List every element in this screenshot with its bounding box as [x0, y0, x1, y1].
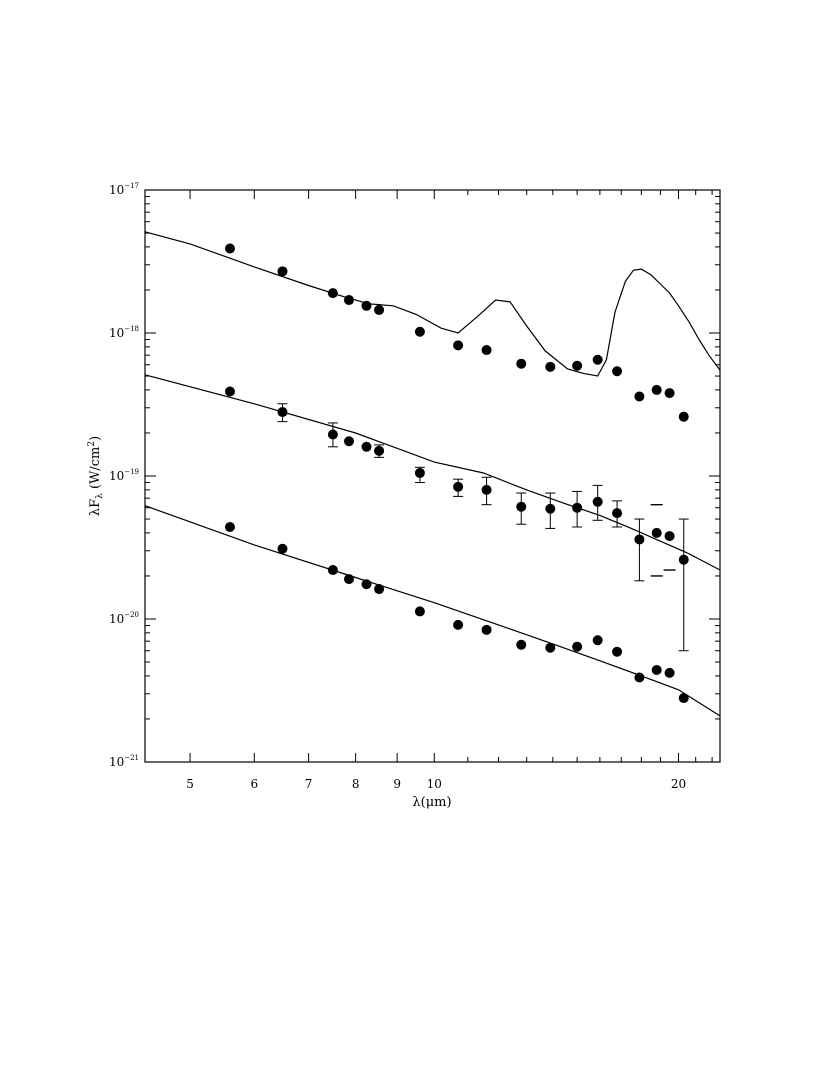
data-point	[453, 619, 464, 630]
data-point	[651, 527, 662, 538]
data-point	[516, 358, 527, 369]
data-point	[343, 436, 354, 447]
data-point	[277, 543, 288, 554]
data-point	[374, 304, 385, 315]
data-point	[651, 384, 662, 395]
data-point	[361, 441, 372, 452]
data-point	[374, 584, 385, 595]
data-point	[592, 354, 603, 365]
data-point	[224, 243, 235, 254]
data-point	[516, 501, 527, 512]
y-tick-label-exponent: −17	[124, 182, 139, 190]
y-tick-label-base: 10	[109, 469, 124, 483]
data-point	[612, 508, 623, 519]
plot-frame	[144, 189, 721, 763]
y-tick-label-base: 10	[109, 612, 124, 626]
axis-ticks	[145, 189, 720, 763]
data-point	[374, 445, 385, 456]
data-point	[634, 672, 645, 683]
data-point	[516, 639, 527, 650]
y-tick-label-exponent: −20	[124, 611, 139, 619]
model-curve	[144, 374, 721, 571]
data-point	[664, 388, 675, 399]
data-point	[545, 642, 556, 653]
data-point	[592, 635, 603, 646]
data-point	[414, 467, 425, 478]
data-point	[664, 667, 675, 678]
data-point	[277, 266, 288, 277]
data-point	[634, 391, 645, 402]
y-tick-label: 10−20	[109, 611, 139, 626]
y-tick-label-exponent: −21	[124, 754, 139, 762]
x-axis-label: λ(μm)	[412, 795, 451, 810]
data-point	[224, 386, 235, 397]
data-point	[414, 326, 425, 337]
data-point	[634, 534, 645, 545]
y-tick-label: 10−21	[109, 754, 139, 769]
x-tick-label: 5	[186, 777, 194, 791]
y-tick-label-base: 10	[109, 326, 124, 340]
data-point	[678, 411, 689, 422]
data-point	[651, 664, 662, 675]
data-point	[664, 531, 675, 542]
data-point	[481, 484, 492, 495]
y-axis-label-units-end: )	[88, 436, 103, 441]
data-point	[572, 641, 583, 652]
data-point	[678, 554, 689, 565]
data-point	[327, 429, 338, 440]
data-point	[414, 606, 425, 617]
data-point	[481, 345, 492, 356]
data-point	[453, 340, 464, 351]
x-tick-label: 8	[352, 777, 360, 791]
y-tick-label: 10−19	[109, 468, 139, 483]
x-tick-label: 7	[305, 777, 313, 791]
y-tick-label-exponent: −18	[124, 325, 139, 333]
x-tick-label: 9	[393, 777, 401, 791]
y-axis-label-subscript: λ	[95, 493, 105, 499]
data-point	[481, 624, 492, 635]
y-tick-label: 10−17	[109, 182, 139, 197]
data-point	[224, 521, 235, 532]
data-point	[678, 693, 689, 704]
data-point	[612, 646, 623, 657]
y-tick-label: 10−18	[109, 325, 139, 340]
y-axis-label: λFλ (W/cm2)	[87, 436, 105, 516]
y-tick-label-base: 10	[109, 183, 124, 197]
x-tick-label: 6	[250, 777, 258, 791]
data-point	[572, 360, 583, 371]
x-tick-label: 20	[671, 777, 686, 791]
y-axis-label-units: (W/cm	[88, 447, 103, 489]
data-marks	[144, 231, 721, 717]
model-curve	[144, 231, 721, 377]
y-axis-label-units-sup: 2	[87, 441, 97, 447]
y-axis-label-symbol: λF	[88, 499, 103, 516]
x-tick-label: 10	[427, 777, 442, 791]
model-curve	[144, 505, 721, 717]
data-point	[592, 496, 603, 507]
data-point	[545, 503, 556, 514]
data-point	[453, 481, 464, 492]
data-point	[612, 366, 623, 377]
y-tick-label-exponent: −19	[124, 468, 139, 476]
y-tick-label-base: 10	[109, 755, 124, 769]
data-point	[545, 361, 556, 372]
